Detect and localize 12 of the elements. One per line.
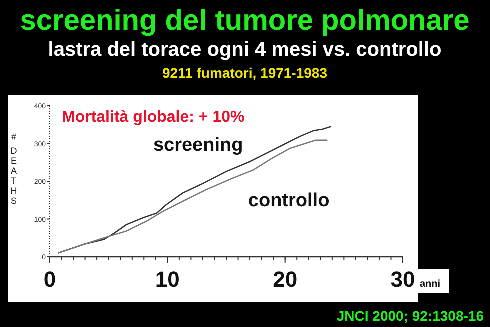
text: JNCI 2000; 92:1308-16 [336, 308, 484, 324]
chart-title: screening del tumore polmonare [20, 5, 470, 37]
x-axis-title: anni [420, 279, 441, 290]
text: 9211 fumatori, 1971-1983 [162, 65, 328, 81]
y-axis-title: # DEATHS [10, 132, 18, 206]
x-tick-label: 10 [155, 267, 180, 292]
chart-subtitle: lastra del torace ogni 4 mesi vs. controllo [48, 39, 442, 61]
series-label: screening [153, 134, 244, 156]
x-tick-label: 20 [273, 267, 298, 292]
series-label: controllo [248, 190, 330, 212]
x-tick-label: 30 [390, 267, 416, 292]
annotation: Mortalità globale: + 10% [62, 109, 245, 126]
